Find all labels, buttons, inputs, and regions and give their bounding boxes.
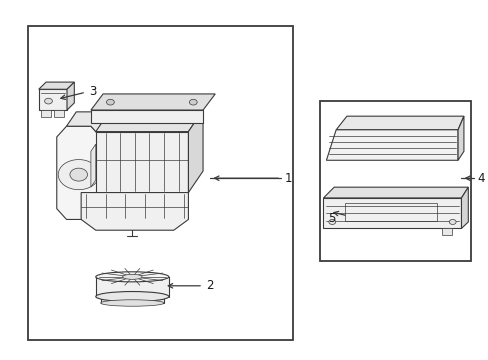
Circle shape [106, 99, 114, 105]
Polygon shape [323, 198, 461, 228]
Polygon shape [57, 126, 101, 220]
Polygon shape [91, 110, 203, 123]
Text: 4: 4 [476, 172, 484, 185]
Polygon shape [461, 187, 468, 228]
Polygon shape [39, 82, 74, 89]
Polygon shape [326, 130, 457, 160]
Polygon shape [101, 297, 163, 303]
Polygon shape [91, 94, 215, 110]
Polygon shape [457, 116, 463, 160]
Circle shape [70, 168, 87, 181]
Circle shape [448, 220, 455, 225]
Circle shape [58, 159, 99, 190]
Ellipse shape [96, 292, 168, 302]
Polygon shape [54, 110, 64, 117]
Polygon shape [441, 228, 451, 235]
Polygon shape [96, 132, 188, 193]
Ellipse shape [122, 274, 142, 279]
Polygon shape [323, 187, 468, 198]
Bar [320, 101, 470, 261]
Text: 3: 3 [89, 85, 96, 98]
Ellipse shape [101, 300, 163, 306]
Text: 2: 2 [206, 279, 214, 292]
Polygon shape [335, 116, 463, 130]
Polygon shape [96, 110, 203, 132]
Circle shape [189, 99, 197, 105]
Text: 5: 5 [328, 212, 335, 225]
Polygon shape [96, 277, 168, 297]
Polygon shape [41, 110, 51, 117]
Text: 1: 1 [284, 172, 291, 185]
Polygon shape [39, 89, 67, 110]
Polygon shape [67, 82, 74, 110]
Polygon shape [91, 144, 96, 187]
Polygon shape [66, 112, 101, 137]
Bar [27, 26, 293, 339]
Circle shape [328, 220, 335, 225]
Ellipse shape [96, 272, 168, 282]
Polygon shape [188, 110, 203, 193]
Polygon shape [81, 193, 188, 230]
Circle shape [44, 98, 52, 104]
